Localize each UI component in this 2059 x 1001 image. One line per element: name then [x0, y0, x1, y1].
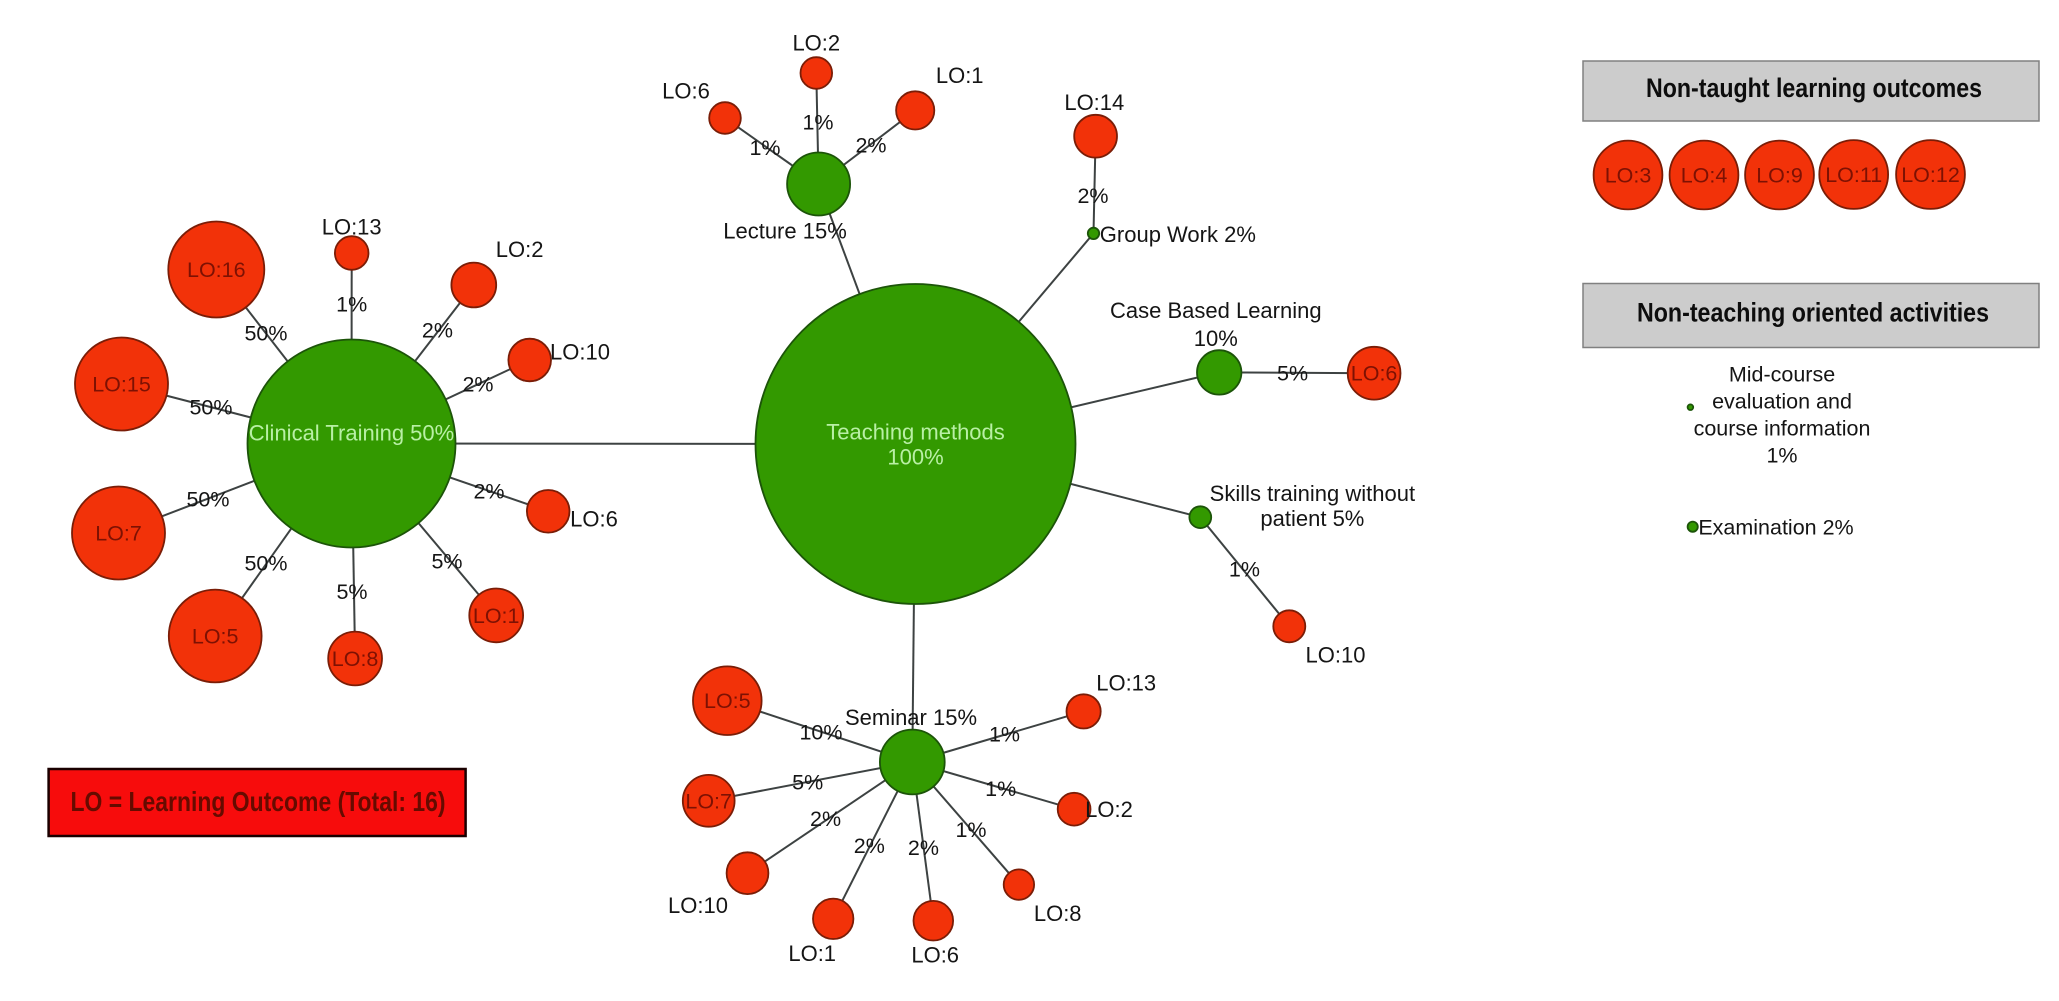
svg-text:LO:4: LO:4: [1681, 164, 1728, 188]
svg-text:2%: 2%: [908, 836, 939, 860]
svg-text:Seminar 15%: Seminar 15%: [845, 705, 977, 730]
svg-text:LO:6: LO:6: [1351, 362, 1398, 386]
svg-text:100%: 100%: [887, 445, 943, 470]
svg-text:LO:6: LO:6: [662, 78, 710, 103]
svg-text:2%: 2%: [855, 134, 886, 158]
svg-text:5%: 5%: [792, 771, 823, 795]
svg-text:LO:7: LO:7: [685, 789, 732, 813]
svg-text:Skills training without: Skills training without: [1210, 481, 1415, 506]
svg-text:1%: 1%: [336, 293, 367, 317]
svg-text:2%: 2%: [854, 834, 885, 858]
svg-text:Case Based Learning: Case Based Learning: [1110, 298, 1322, 323]
svg-text:Examination 2%: Examination 2%: [1698, 516, 1853, 540]
svg-text:LO:9: LO:9: [1756, 164, 1803, 188]
svg-text:LO:8: LO:8: [332, 647, 379, 671]
svg-text:LO = Learning Outcome (Total:: LO = Learning Outcome (Total: 16): [71, 786, 446, 817]
svg-text:LO:2: LO:2: [792, 31, 840, 56]
svg-text:1%: 1%: [802, 111, 833, 135]
svg-text:LO:5: LO:5: [704, 689, 751, 713]
svg-text:LO:13: LO:13: [322, 215, 382, 240]
svg-text:1%: 1%: [749, 136, 780, 160]
svg-text:LO:7: LO:7: [95, 522, 142, 546]
svg-text:Teaching methods: Teaching methods: [826, 420, 1005, 445]
svg-text:2%: 2%: [810, 807, 841, 831]
svg-text:1%: 1%: [985, 777, 1016, 801]
svg-text:LO:1: LO:1: [788, 941, 836, 966]
svg-text:LO:11: LO:11: [1825, 163, 1882, 187]
svg-text:LO:2: LO:2: [496, 237, 544, 262]
svg-text:LO:13: LO:13: [1096, 671, 1156, 696]
svg-text:1%: 1%: [955, 818, 986, 842]
svg-text:50%: 50%: [244, 552, 287, 576]
svg-text:LO:10: LO:10: [668, 893, 728, 918]
svg-text:patient 5%: patient 5%: [1260, 506, 1364, 531]
svg-text:LO:10: LO:10: [550, 340, 610, 365]
svg-text:LO:15: LO:15: [92, 373, 151, 397]
svg-text:50%: 50%: [189, 396, 232, 420]
svg-text:course information: course information: [1694, 417, 1871, 441]
svg-text:1%: 1%: [1766, 444, 1797, 468]
svg-text:Mid-course: Mid-course: [1729, 363, 1835, 387]
svg-text:LO:1: LO:1: [473, 604, 520, 628]
svg-text:LO:10: LO:10: [1306, 643, 1366, 668]
svg-text:Lecture 15%: Lecture 15%: [723, 219, 847, 244]
svg-text:LO:6: LO:6: [911, 943, 959, 968]
svg-text:10%: 10%: [799, 721, 842, 745]
svg-text:Group Work 2%: Group Work 2%: [1100, 222, 1256, 247]
svg-text:2%: 2%: [473, 480, 504, 504]
svg-text:1%: 1%: [1229, 557, 1260, 581]
svg-text:5%: 5%: [336, 580, 367, 604]
svg-text:LO:14: LO:14: [1064, 90, 1124, 115]
svg-text:Non-taught learning outcomes: Non-taught learning outcomes: [1646, 73, 1982, 103]
svg-text:LO:1: LO:1: [936, 63, 984, 88]
svg-text:LO:6: LO:6: [570, 506, 618, 531]
svg-text:5%: 5%: [431, 550, 462, 574]
svg-text:LO:2: LO:2: [1085, 797, 1133, 822]
svg-text:LO:5: LO:5: [192, 625, 239, 649]
svg-text:50%: 50%: [244, 322, 287, 346]
svg-text:LO:3: LO:3: [1605, 164, 1652, 188]
svg-text:2%: 2%: [1077, 184, 1108, 208]
svg-text:Clinical Training 50%: Clinical Training 50%: [249, 421, 454, 446]
svg-text:LO:8: LO:8: [1034, 901, 1082, 926]
svg-text:Non-teaching oriented activiti: Non-teaching oriented activities: [1637, 298, 1989, 328]
svg-text:10%: 10%: [1194, 326, 1238, 351]
svg-text:LO:16: LO:16: [187, 258, 246, 282]
svg-text:evaluation and: evaluation and: [1712, 390, 1852, 414]
svg-text:5%: 5%: [1277, 362, 1308, 386]
svg-text:2%: 2%: [462, 373, 493, 397]
svg-text:LO:12: LO:12: [1901, 163, 1960, 187]
svg-text:50%: 50%: [186, 488, 229, 512]
svg-text:2%: 2%: [422, 319, 453, 343]
svg-text:1%: 1%: [989, 723, 1020, 747]
